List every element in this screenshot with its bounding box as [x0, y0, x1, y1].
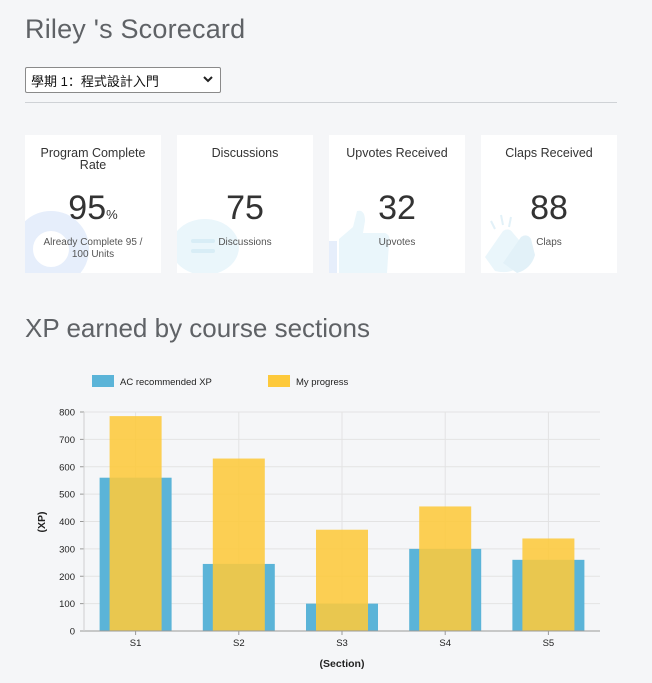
card-discussions: Discussions 75 Discussions — [177, 135, 313, 273]
card-subtitle: Upvotes — [378, 237, 416, 248]
legend-swatch-recommended — [92, 375, 114, 387]
y-tick-label: 100 — [59, 599, 75, 610]
legend-label-progress: My progress — [296, 377, 349, 388]
card-value: 95% — [68, 189, 118, 227]
x-tick-label: S1 — [130, 638, 142, 649]
y-tick-label: 800 — [59, 408, 75, 419]
y-axis-label: (XP) — [36, 512, 48, 533]
y-tick-label: 0 — [70, 627, 75, 638]
card-unit: % — [106, 207, 118, 222]
bar-progress — [419, 506, 472, 631]
semester-select[interactable]: 學期 1：程式設計入門 — [25, 67, 221, 93]
x-tick-label: S4 — [439, 638, 451, 649]
card-value: 75 — [226, 189, 264, 227]
bar-progress — [522, 538, 575, 631]
section-title: XP earned by course sections — [25, 313, 370, 343]
y-tick-label: 500 — [59, 490, 75, 501]
card-value: 32 — [378, 189, 416, 227]
y-tick-label: 300 — [59, 544, 75, 555]
card-upvotes-received: Upvotes Received 32 Upvotes — [329, 135, 465, 273]
y-tick-label: 400 — [59, 517, 75, 528]
card-subtitle: Claps — [536, 237, 562, 248]
divider — [25, 102, 617, 103]
donut-icon — [25, 211, 89, 273]
card-value: 88 — [530, 189, 568, 227]
chat-bubble-icon — [177, 219, 239, 273]
legend-label-recommended: AC recommended XP — [120, 377, 212, 388]
card-title: Program Complete Rate — [40, 146, 146, 172]
x-tick-label: S3 — [336, 638, 348, 649]
card-title: Discussions — [211, 146, 279, 160]
x-tick-label: S5 — [543, 638, 555, 649]
bar-progress — [316, 529, 368, 631]
y-tick-label: 600 — [59, 462, 75, 473]
x-axis-label: (Section) — [320, 658, 365, 670]
chevron-down-icon — [203, 76, 213, 83]
card-subtitle: Discussions — [218, 237, 272, 248]
card-subtitle: Already Complete 95 / 100 Units — [43, 237, 143, 260]
bar-progress — [109, 416, 162, 631]
semester-select-value: 學期 1：程式設計入門 — [31, 73, 159, 89]
x-tick-label: S2 — [233, 638, 245, 649]
card-title: Upvotes Received — [346, 146, 448, 160]
y-tick-label: 200 — [59, 572, 75, 583]
thumbs-up-icon — [329, 210, 390, 273]
page-title: Riley 's Scorecard — [25, 14, 246, 44]
legend-swatch-progress — [268, 375, 290, 387]
card-title: Claps Received — [505, 146, 593, 160]
clapping-hands-icon — [485, 214, 535, 273]
xp-bar-chart: 0 100 200 300 400 500 600 700 800 S1 S2 S3 S4 S5 (Sect… — [36, 375, 600, 670]
y-tick-label: 700 — [59, 435, 75, 446]
card-claps-received: Claps Received 88 Claps — [481, 135, 617, 273]
card-program-complete-rate: Program Complete Rate 95% Already Comple… — [25, 135, 161, 273]
bar-progress — [212, 458, 265, 631]
